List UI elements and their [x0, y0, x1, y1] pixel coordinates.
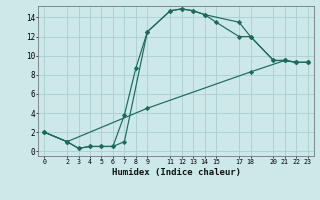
- X-axis label: Humidex (Indice chaleur): Humidex (Indice chaleur): [111, 168, 241, 177]
